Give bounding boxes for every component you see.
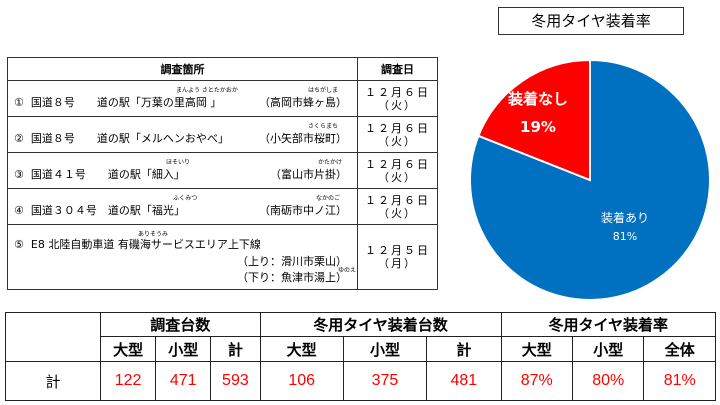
location-name: 国道３０４号 道の駅「福光」 bbox=[30, 204, 185, 217]
survey-date: １２月６日 bbox=[365, 193, 430, 207]
count-value: 593 bbox=[210, 361, 261, 401]
survey-day: （火） bbox=[378, 134, 417, 148]
slice-value-not-installed: 19% bbox=[520, 118, 556, 136]
group-header: 冬用タイヤ装着率 bbox=[500, 312, 717, 337]
location-city: （富山市片掛） bbox=[270, 168, 347, 181]
survey-day: （火） bbox=[378, 206, 417, 220]
subheader: 大型 bbox=[259, 336, 344, 362]
slice-label-not-installed: 装着なし bbox=[507, 90, 568, 108]
location-name: 国道４１号 道の駅「細入」 bbox=[30, 168, 185, 181]
header-location: 調査箇所 bbox=[7, 57, 358, 81]
count-value: 481 bbox=[426, 361, 502, 401]
location-city: （高岡市蜂ヶ島） bbox=[259, 96, 347, 109]
pie-slice-not-installed bbox=[477, 58, 591, 182]
subheader: 全体 bbox=[643, 336, 716, 362]
count-value: 80% bbox=[571, 361, 645, 401]
subheader: 小型 bbox=[571, 336, 645, 362]
subheader: 大型 bbox=[500, 336, 574, 362]
count-value: 87% bbox=[500, 361, 574, 401]
location-city: （小矢部市桜町） bbox=[259, 132, 347, 145]
survey-day: （月） bbox=[378, 257, 417, 270]
subheader: 計 bbox=[426, 336, 502, 362]
subheader: 計 bbox=[210, 336, 261, 362]
survey-date: １２月６日 bbox=[365, 157, 430, 171]
survey-locations-table: 調査箇所 調査日 まんよう さとたかおか はちがしま ① 国道８号 道の駅「万葉の里高… bbox=[7, 57, 438, 290]
count-value: 375 bbox=[342, 361, 428, 401]
subheader: 大型 bbox=[99, 336, 157, 362]
survey-day: （火） bbox=[378, 170, 417, 184]
group-header: 調査台数 bbox=[100, 312, 261, 337]
header-date: 調査日 bbox=[357, 57, 438, 81]
location-name: E8 北陸自動車道 有磯海サービスエリア上下線 bbox=[30, 238, 261, 251]
location-name: 国道８号 道の駅「万葉の里高岡 」 bbox=[30, 96, 222, 109]
ruby: かたかけ bbox=[318, 159, 343, 166]
subheader: 小型 bbox=[155, 336, 212, 362]
ruby: はちがしま bbox=[308, 87, 339, 94]
row-number: ③ bbox=[14, 168, 24, 181]
pie-slice-installed bbox=[469, 58, 711, 301]
slice-value-installed: 81% bbox=[613, 230, 637, 243]
ruby: ゆのえ bbox=[338, 267, 357, 274]
chart-title: 冬用タイヤ装着率 bbox=[498, 7, 684, 35]
ruby: ありそうみ bbox=[138, 231, 169, 238]
row-number: ⑤ bbox=[14, 238, 24, 251]
row-number: ① bbox=[14, 96, 24, 109]
survey-date: １２月６日 bbox=[365, 85, 430, 99]
location-city: （南砺市中ノ江） bbox=[259, 204, 347, 217]
subheader: 小型 bbox=[342, 336, 428, 362]
ruby: さくらまち bbox=[308, 123, 339, 130]
location-down: （下り：魚津市湯上） bbox=[237, 271, 347, 284]
table-row: さくらまち ② 国道８号 道の駅「メルヘンおやべ」 （小矢部市桜町） １２月６日 （火） bbox=[7, 116, 438, 153]
ruby: ほそいり bbox=[166, 159, 191, 166]
count-value: 106 bbox=[259, 361, 344, 401]
ruby: なかのご bbox=[316, 195, 341, 202]
slice-label-installed: 装着あり bbox=[601, 210, 649, 225]
survey-day: （火） bbox=[378, 98, 417, 112]
table-row: ふくみつ なかのご ④ 国道３０４号 道の駅「福光」 （南砺市中ノ江） １２月６日 （火） bbox=[7, 188, 438, 225]
table-row: ありそうみ ⑤ E8 北陸自動車道 有磯海サービスエリア上下線 （上り：滑川市栗山）… bbox=[7, 224, 438, 290]
row-label: 計 bbox=[5, 361, 101, 401]
group-header: 冬用タイヤ装着台数 bbox=[259, 312, 502, 337]
survey-date: １２月６日 bbox=[365, 121, 430, 135]
location-name: 国道８号 道の駅「メルヘンおやべ」 bbox=[30, 132, 229, 145]
row-number: ② bbox=[14, 132, 24, 145]
table-row: ほそいり かたかけ ③ 国道４１号 道の駅「細入」 （富山市片掛） １２月６日 （火） bbox=[7, 152, 438, 189]
count-value: 81% bbox=[643, 361, 716, 401]
ruby: ふくみつ bbox=[173, 195, 198, 202]
row-number: ④ bbox=[14, 204, 24, 217]
survey-date: １２月５日 bbox=[365, 244, 430, 257]
ruby: まんよう さとたかおか bbox=[176, 87, 238, 94]
location-up: （上り：滑川市栗山） bbox=[237, 255, 347, 268]
table-row: まんよう さとたかおか はちがしま ① 国道８号 道の駅「万葉の里高岡 」 （高岡市蜂… bbox=[7, 80, 438, 117]
counts-table: 調査台数 冬用タイヤ装着台数 冬用タイヤ装着率 大型 小型計大型 小型計大型 小型 全体… bbox=[5, 312, 717, 401]
count-value: 471 bbox=[155, 361, 212, 401]
count-value: 122 bbox=[99, 361, 157, 401]
